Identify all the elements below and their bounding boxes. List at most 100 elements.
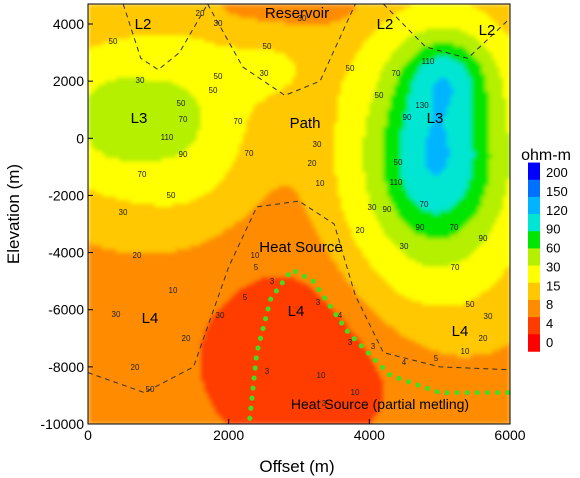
- field-cell: [147, 42, 152, 47]
- field-cell: [154, 343, 159, 348]
- field-cell: [193, 371, 198, 376]
- field-cell: [193, 109, 198, 114]
- field-cell: [98, 91, 103, 96]
- field-cell: [109, 112, 114, 117]
- field-cell: [168, 25, 173, 30]
- field-cell: [175, 308, 181, 313]
- field-cell: [179, 308, 184, 313]
- field-cell: [165, 154, 170, 159]
- field-cell: [130, 298, 135, 303]
- field-cell: [144, 322, 149, 327]
- field-cell: [221, 238, 226, 243]
- field-cell: [221, 203, 226, 208]
- field-cell: [109, 42, 114, 47]
- field-cell: [147, 182, 152, 187]
- field-cell: [123, 25, 128, 30]
- field-cell: [161, 263, 166, 268]
- field-cell: [232, 154, 237, 159]
- field-cell: [137, 63, 142, 68]
- field-cell: [151, 280, 156, 285]
- field-cell: [165, 354, 170, 359]
- field-cell: [140, 319, 145, 324]
- field-cell: [144, 238, 149, 243]
- field-cell: [91, 361, 96, 366]
- field-cell: [207, 242, 212, 247]
- field-cell: [98, 77, 103, 82]
- field-cell: [218, 235, 223, 240]
- field-cell: [165, 368, 170, 373]
- field-cell: [189, 77, 195, 82]
- field-cell: [165, 21, 170, 26]
- field-cell: [119, 168, 124, 173]
- field-cell: [151, 18, 156, 23]
- field-cell: [200, 84, 205, 89]
- field-cell: [186, 413, 191, 418]
- field-cell: [133, 375, 138, 380]
- field-cell: [140, 49, 145, 54]
- field-cell: [193, 137, 198, 142]
- field-cell: [130, 266, 135, 271]
- field-cell: [116, 399, 121, 404]
- field-cell: [158, 298, 163, 303]
- field-cell: [186, 28, 191, 33]
- field-cell: [186, 56, 191, 61]
- field-cell: [140, 88, 145, 93]
- field-cell: [102, 102, 107, 107]
- field-cell: [228, 88, 233, 93]
- field-cell: [225, 200, 230, 205]
- field-cell: [207, 305, 212, 310]
- field-cell: [204, 109, 209, 114]
- field-cell: [179, 231, 184, 236]
- field-cell: [232, 140, 237, 145]
- field-cell: [133, 7, 138, 12]
- field-cell: [193, 228, 198, 233]
- field-cell: [197, 221, 202, 226]
- field-cell: [147, 186, 152, 191]
- field-cell: [186, 133, 191, 138]
- field-cell: [225, 56, 230, 61]
- field-cell: [189, 389, 195, 394]
- field-cell: [151, 116, 156, 121]
- field-cell: [154, 53, 159, 58]
- field-cell: [116, 158, 121, 163]
- field-cell: [112, 259, 117, 264]
- field-cell: [119, 175, 124, 180]
- field-cell: [95, 193, 100, 198]
- field-cell: [161, 357, 166, 362]
- field-cell: [207, 256, 212, 261]
- field-cell: [123, 228, 128, 233]
- field-cell: [189, 98, 195, 103]
- field-cell: [168, 151, 173, 156]
- field-cell: [200, 420, 205, 424]
- field-cell: [179, 301, 184, 306]
- field-cell: [186, 18, 191, 23]
- field-cell: [154, 354, 159, 359]
- field-cell: [193, 203, 198, 208]
- field-cell: [126, 287, 131, 292]
- field-cell: [179, 25, 184, 30]
- field-cell: [147, 263, 152, 268]
- field-cell: [126, 105, 131, 110]
- field-cell: [88, 147, 93, 152]
- field-cell: [130, 81, 135, 86]
- field-cell: [182, 200, 188, 205]
- field-cell: [147, 175, 152, 180]
- field-cell: [102, 280, 107, 285]
- field-cell: [200, 4, 205, 9]
- field-cell: [147, 326, 152, 331]
- field-cell: [112, 329, 117, 334]
- field-cell: [218, 336, 223, 341]
- field-cell: [165, 382, 170, 387]
- field-cell: [197, 336, 202, 341]
- field-cell: [123, 130, 128, 135]
- field-cell: [204, 25, 209, 30]
- field-cell: [218, 210, 223, 215]
- field-cell: [161, 273, 166, 278]
- field-cell: [105, 301, 110, 306]
- field-cell: [126, 221, 131, 226]
- field-cell: [225, 144, 230, 149]
- field-cell: [228, 158, 233, 163]
- field-cell: [218, 298, 223, 303]
- field-cell: [105, 417, 110, 422]
- field-cell: [179, 42, 184, 47]
